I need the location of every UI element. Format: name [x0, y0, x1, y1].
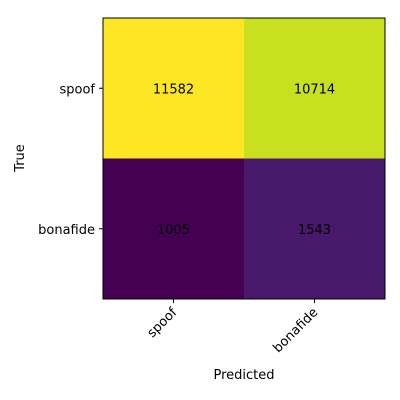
x-tick-label-bonafide: bonafide	[271, 305, 322, 356]
cell-value-bonafide-bonafide: 1543	[298, 223, 331, 238]
x-axis-label: Predicted	[213, 368, 274, 383]
heatmap-cell-bonafide-spoof	[103, 158, 244, 299]
heatmap-cells	[103, 18, 385, 299]
heatmap-cell-spoof-spoof	[103, 18, 244, 159]
y-ticks: spoof bonafide	[38, 82, 103, 238]
x-tick-label-spoof: spoof	[145, 305, 181, 341]
y-tick-label-spoof: spoof	[59, 82, 95, 97]
cell-value-labels: 11582 10714 1005 1543	[153, 82, 335, 238]
cell-value-spoof-bonafide: 10714	[294, 82, 335, 97]
y-tick-label-bonafide: bonafide	[38, 223, 95, 238]
x-ticks: spoof bonafide	[145, 299, 322, 356]
cell-value-spoof-spoof: 11582	[153, 82, 194, 97]
plot-frame	[102, 17, 386, 300]
heatmap-cell-spoof-bonafide	[244, 18, 385, 159]
cell-value-bonafide-spoof: 1005	[157, 223, 190, 238]
heatmap-cell-bonafide-bonafide	[244, 158, 385, 299]
y-axis-label: True	[13, 144, 28, 173]
